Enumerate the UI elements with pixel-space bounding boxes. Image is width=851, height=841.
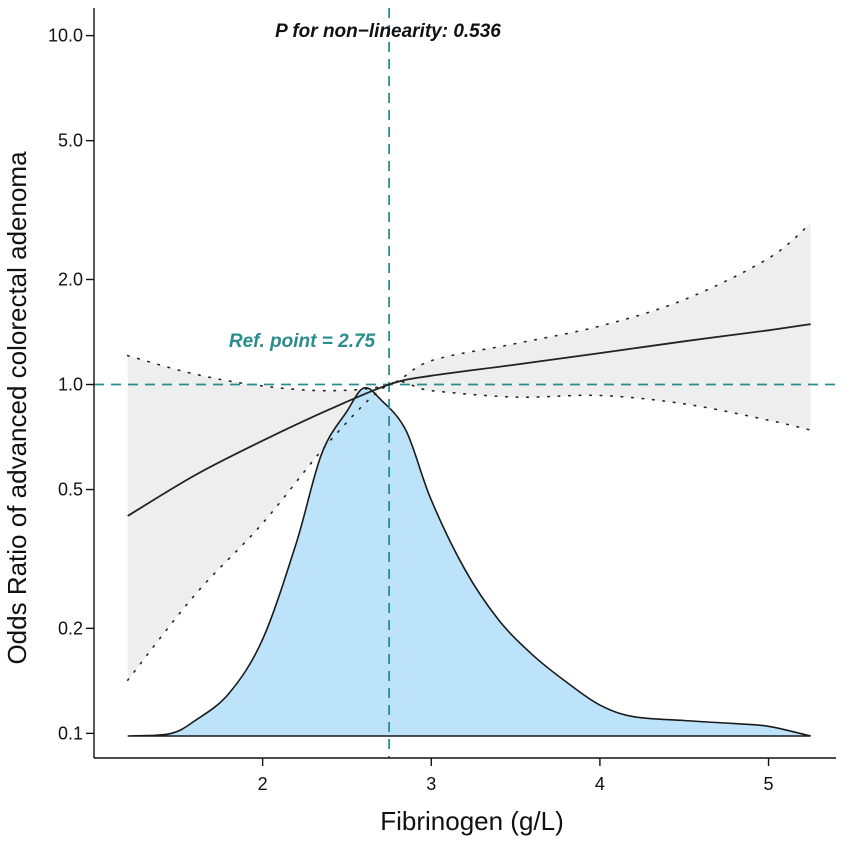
or-curve <box>127 323 811 517</box>
y-tick-label: 0.2 <box>58 618 83 638</box>
reference-lines <box>94 8 836 758</box>
x-tick-label: 5 <box>764 774 774 794</box>
ci-line-layer <box>126 222 812 681</box>
or-curve-layer <box>127 323 811 517</box>
x-tick-label: 3 <box>426 774 436 794</box>
y-tick-label: 5.0 <box>58 131 83 151</box>
reference-point-label: Ref. point = 2.75 <box>229 331 376 352</box>
y-tick-label: 2.0 <box>58 269 83 289</box>
chart-title: P for non−linearity: 0.536 <box>275 21 501 42</box>
x-tick-label: 4 <box>595 774 605 794</box>
axes: 0.1 0.2 0.5 1.0 2.0 5.0 10.0 2 3 4 5 <box>48 8 836 794</box>
ci-upper-line <box>126 222 812 392</box>
ci-band <box>127 223 811 681</box>
x-axis-title: Fibrinogen (g/L) <box>380 806 564 836</box>
ci-band-layer <box>127 223 811 681</box>
ci-lower-line <box>126 380 812 681</box>
x-tick-label: 2 <box>258 774 268 794</box>
y-tick-label: 0.5 <box>58 480 83 500</box>
density-area <box>127 386 811 737</box>
density-layer <box>127 386 811 737</box>
y-tick-label: 1.0 <box>58 375 83 395</box>
y-tick-label: 10.0 <box>48 26 83 46</box>
y-tick-label: 0.1 <box>58 723 83 743</box>
y-axis-title: Odds Ratio of advanced colorectal adenom… <box>2 151 32 665</box>
